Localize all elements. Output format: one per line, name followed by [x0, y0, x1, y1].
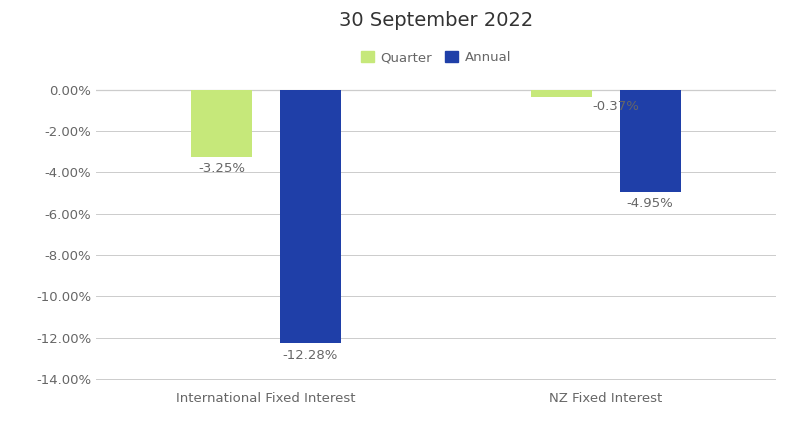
Bar [191, 89, 253, 157]
Bar [620, 89, 681, 192]
Text: -4.95%: -4.95% [627, 197, 674, 210]
Text: -3.25%: -3.25% [198, 162, 246, 175]
Bar [531, 89, 592, 97]
Bar [280, 89, 341, 343]
Legend: Quarter, Annual: Quarter, Annual [355, 46, 517, 70]
Title: MAS KiwiSaver Scheme Balanced Fund Asset Class returns* to
30 September 2022: MAS KiwiSaver Scheme Balanced Fund Asset… [133, 0, 739, 30]
Text: -0.37%: -0.37% [592, 100, 639, 113]
Text: -12.28%: -12.28% [282, 348, 338, 362]
